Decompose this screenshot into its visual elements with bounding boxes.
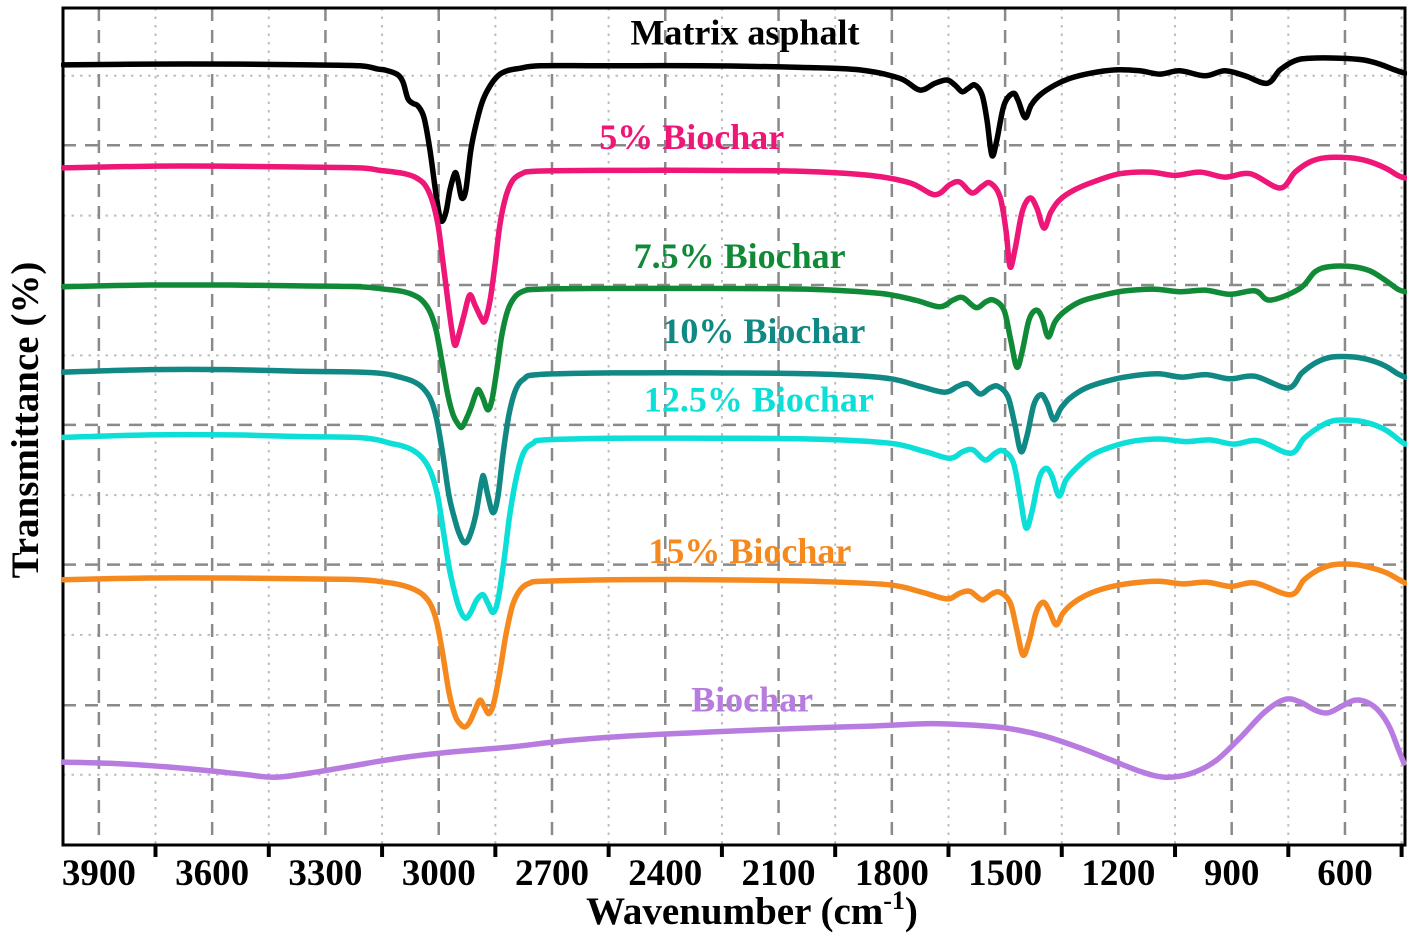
curve-biochar-10: [61, 353, 1407, 546]
x-axis-ticks: [153, 845, 1404, 857]
curve-biochar-12-5: [61, 417, 1407, 621]
plot-border: [61, 6, 1407, 847]
label-biochar-15: 15% Biochar: [648, 531, 851, 571]
x-tick-label: 1800: [855, 853, 929, 894]
x-axis-title-superscript: -1: [883, 886, 905, 915]
curve-biochar-7-5: [61, 263, 1407, 431]
x-tick-label: 3900: [62, 853, 136, 894]
x-tick-label: 1200: [1081, 853, 1155, 894]
x-tick-label: 3300: [288, 853, 362, 894]
curve-matrix-asphalt: [61, 55, 1407, 225]
x-axis-title-main: Wavenumber (cm: [586, 890, 883, 933]
label-biochar-10: 10% Biochar: [662, 311, 865, 351]
curve-biochar: [61, 696, 1407, 781]
x-axis-title-suffix: ): [905, 890, 918, 933]
x-tick-label: 600: [1317, 853, 1373, 894]
x-tick-label: 900: [1204, 853, 1260, 894]
x-tick-label: 2700: [515, 853, 589, 894]
spectra-curves: [61, 55, 1407, 781]
x-axis-title: Wavenumber (cm-1): [586, 886, 918, 933]
curve-labels: Matrix asphalt 5% Biochar 7.5% Biochar 10% …: [599, 12, 874, 719]
curve-biochar-15: [61, 561, 1407, 730]
label-biochar-7-5: 7.5% Biochar: [634, 236, 846, 276]
label-matrix-asphalt: Matrix asphalt: [630, 12, 859, 52]
x-tick-label: 1500: [968, 853, 1042, 894]
x-tick-label: 3600: [175, 853, 249, 894]
label-biochar-5: 5% Biochar: [599, 117, 784, 157]
x-tick-label: 2100: [742, 853, 816, 894]
label-biochar-12-5: 12.5% Biochar: [644, 380, 874, 420]
y-axis-title: Transmittance (%): [4, 262, 47, 579]
curve-biochar-5: [61, 154, 1407, 349]
x-tick-label: 3000: [402, 853, 476, 894]
label-biochar: Biochar: [691, 679, 813, 719]
x-tick-label: 2400: [628, 853, 702, 894]
x-axis-tick-labels: 3900 3600 3300 3000 2700 2400 2100 1800 1500 1200…: [62, 853, 1373, 894]
